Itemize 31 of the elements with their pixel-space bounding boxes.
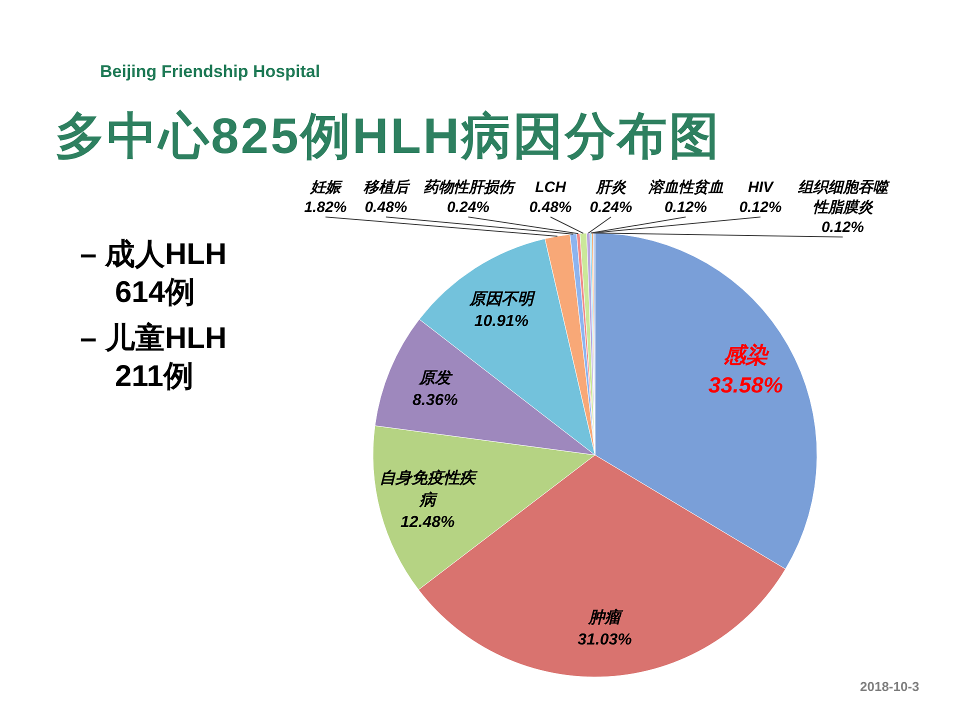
slice-label: 药物性肝损伤 [423,179,516,196]
slice-label: 组织细胞吞噬性脂膜炎 [796,179,891,216]
slice-label: HIV [748,179,775,196]
data-label: 8.36% [412,392,458,409]
data-label: 0.48% [364,199,408,216]
data-label: 0.24% [446,199,490,216]
slice-label: 原因不明 [468,290,536,308]
text: – 儿童HLH 211例 [80,320,228,395]
slice-label: 原发 [418,368,454,387]
data-label: 0.12% [821,219,864,236]
data-label: 10.91% [474,312,529,330]
data-label: 0.48% [529,199,572,216]
data-label: 33.58% [708,372,783,398]
slice-label: 溶血性贫血 [647,178,724,196]
slice-label: 移植后 [362,179,410,196]
slice-label: 感染 [724,342,770,368]
data-label: 31.03% [578,631,632,648]
slice-label: 肿瘤 [588,608,624,626]
text: 2018-10-3 [860,679,920,694]
data-label: 0.24% [590,199,632,216]
data-label: 0.12% [739,199,782,216]
data-label: 1.82% [304,199,347,216]
chart-title: 多中心825例HLH病因分布图 [55,107,722,166]
data-label: 0.12% [664,199,708,216]
slice-label: LCH [535,179,568,196]
slice-label: 肝炎 [595,179,627,196]
text: – 成人HLH 614例 [80,237,228,311]
data-label: 12.48% [400,514,455,532]
text: Beijing Friendship Hospital [100,62,320,82]
slice-label: 自身免疫性疾病 [380,469,479,510]
slice-label: 妊娠 [310,179,344,196]
